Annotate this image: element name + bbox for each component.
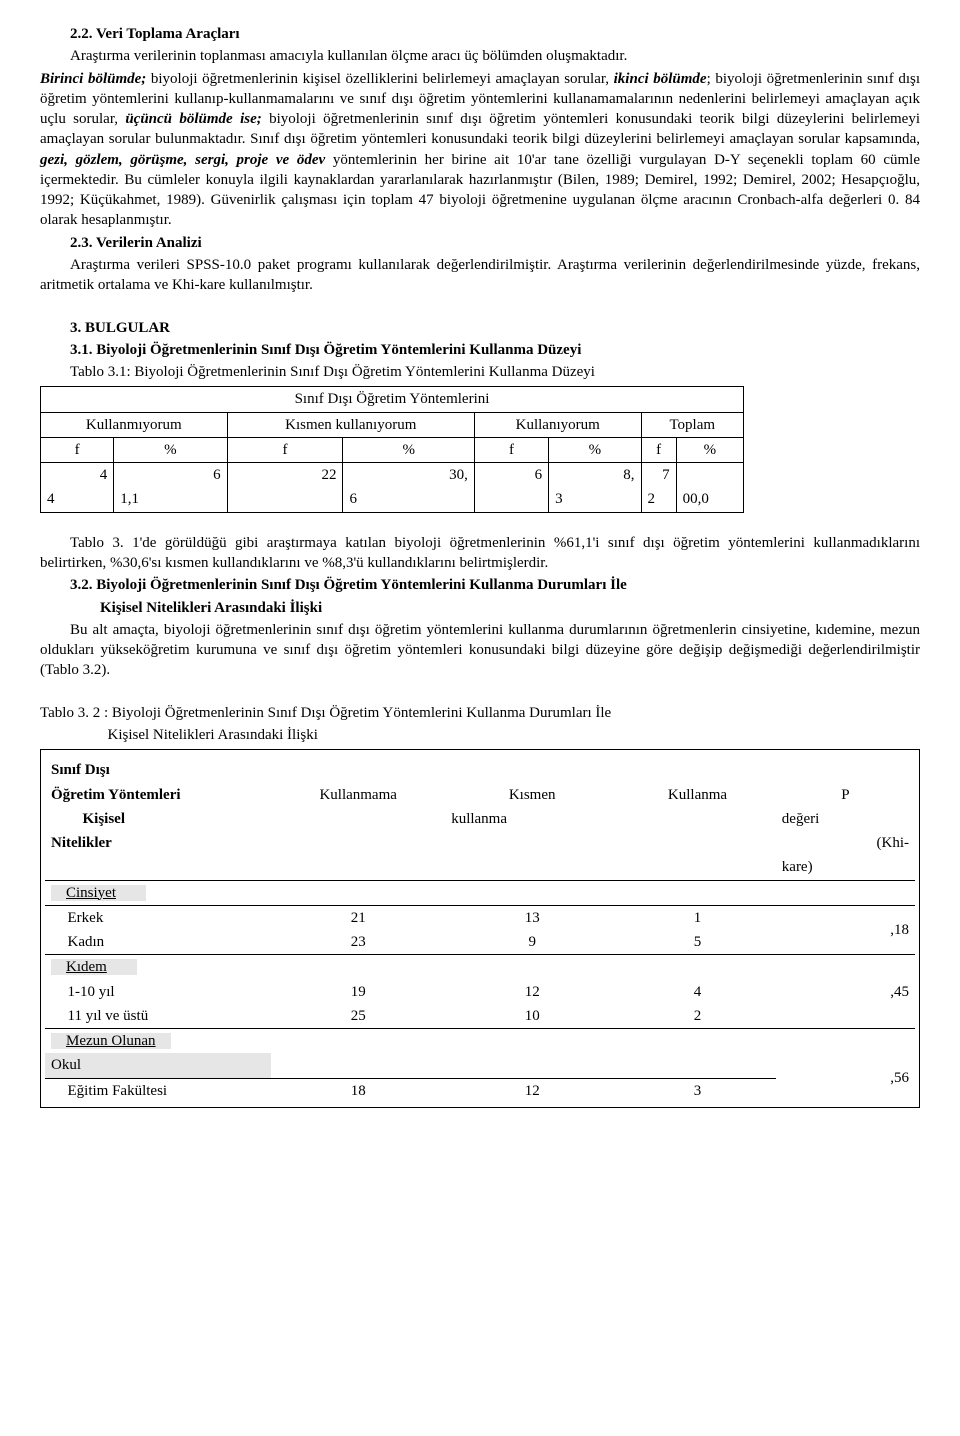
t32-cell: 1 xyxy=(619,905,776,930)
t32-cell: 10 xyxy=(445,1004,619,1029)
t32-cell: 18 xyxy=(271,1078,445,1103)
t32-row-erkek: Erkek xyxy=(45,905,271,930)
t32-col-kismen-b: kullanma xyxy=(445,807,619,831)
t31-cell: 2 xyxy=(641,487,676,512)
t32-h3: Kişisel xyxy=(45,807,271,831)
t31-cell: 6 xyxy=(474,463,548,488)
t31-cell: 3 xyxy=(549,487,641,512)
t31-sub-f: f xyxy=(227,437,343,462)
t32-cell: 12 xyxy=(445,980,619,1004)
t31-sub-f: f xyxy=(474,437,548,462)
t32-cell: 21 xyxy=(271,905,445,930)
t32-cell: 25 xyxy=(271,1004,445,1029)
t32-h2: Öğretim Yöntemleri xyxy=(45,783,271,807)
t32-cell: 13 xyxy=(445,905,619,930)
t32-p-okul: ,56 xyxy=(776,1053,915,1103)
sec3-title: 3. BULGULAR xyxy=(70,320,170,336)
t32-cell: 2 xyxy=(619,1004,776,1029)
t31-cell xyxy=(474,487,548,512)
t31-sub-f: f xyxy=(41,437,114,462)
t31-sub-f: f xyxy=(641,437,676,462)
t32-h1: Sınıf Dışı xyxy=(45,758,271,782)
t32-cell: 5 xyxy=(619,930,776,955)
t31-cell: 4 xyxy=(41,463,114,488)
p2-yontemler: gezi, gözlem, görüşme, sergi, proje ve ö… xyxy=(40,152,325,168)
t31-cell: 30, xyxy=(343,463,474,488)
t31-col-toplam: Toplam xyxy=(641,412,744,437)
sec32-title-a: 3.2. Biyoloji Öğretmenlerinin Sınıf Dışı… xyxy=(70,577,627,593)
t31-sub-pct: % xyxy=(549,437,641,462)
t32-cell: 12 xyxy=(445,1078,619,1103)
tab32-caption-a: Tablo 3. 2 : Biyoloji Öğretmenlerinin Sı… xyxy=(40,703,920,723)
t32-cell: 3 xyxy=(619,1078,776,1103)
t32-row-okul: Okul xyxy=(45,1053,271,1078)
t32-row-cinsiyet: Cinsiyet xyxy=(45,880,271,905)
t32-col-kullanma: Kullanma xyxy=(619,783,776,807)
t31-sub-pct: % xyxy=(676,437,743,462)
t32-cell: 23 xyxy=(271,930,445,955)
p5: Bu alt amaçta, biyoloji öğretmenlerinin … xyxy=(40,620,920,681)
t32-cell: 9 xyxy=(445,930,619,955)
t32-row-egitim-fak: Eğitim Fakültesi xyxy=(45,1078,271,1103)
t31-superheader: Sınıf Dışı Öğretim Yöntemlerini xyxy=(41,387,744,412)
t31-col-kullanmiyorum: Kullanmıyorum xyxy=(41,412,228,437)
p2-ikinci: ikinci bölümde xyxy=(614,71,707,87)
p2-ucuncu: üçüncü bölümde ise; xyxy=(125,111,261,127)
t32-row-11plus: 11 yıl ve üstü xyxy=(45,1004,271,1029)
t31-cell: 6 xyxy=(343,487,474,512)
t32-row-mezun: Mezun Olunan xyxy=(45,1029,271,1054)
t32-p-cinsiyet: ,18 xyxy=(776,905,915,955)
table-3-2: Sınıf Dışı Öğretim Yöntemleri Kullanmama… xyxy=(40,749,920,1108)
t32-p-kidem: ,45 xyxy=(776,955,915,1029)
sec23-title: 2.3. Verilerin Analizi xyxy=(70,235,202,251)
t32-col-p-d: kare) xyxy=(776,855,915,880)
t31-cell: 00,0 xyxy=(676,487,743,512)
t31-sub-pct: % xyxy=(343,437,474,462)
t31-cell: 8, xyxy=(549,463,641,488)
t32-col-kullanmama: Kullanmama xyxy=(271,783,445,807)
t31-col-kullaniyorum: Kullanıyorum xyxy=(474,412,641,437)
sec32-title-b: Kişisel Nitelikleri Arasındaki İlişki xyxy=(100,600,322,616)
t32-cell: 4 xyxy=(619,980,776,1004)
t31-cell xyxy=(676,463,743,488)
table-3-1: Sınıf Dışı Öğretim Yöntemlerini Kullanmı… xyxy=(40,386,744,512)
sec22-title: 2.2. Veri Toplama Araçları xyxy=(70,26,240,42)
p4: Tablo 3. 1'de görüldüğü gibi araştırmaya… xyxy=(40,533,920,574)
t31-cell: 1,1 xyxy=(114,487,227,512)
t32-row-kidem: Kıdem xyxy=(45,955,271,980)
t32-h4: Nitelikler xyxy=(45,831,271,855)
t31-cell: 4 xyxy=(41,487,114,512)
t32-col-p-b: değeri xyxy=(776,807,915,831)
t32-cell: 19 xyxy=(271,980,445,1004)
p2: Birinci bölümde; biyoloji öğretmenlerini… xyxy=(40,69,920,231)
p2-birinci: Birinci bölümde; xyxy=(40,71,146,87)
t31-cell xyxy=(227,487,343,512)
t32-col-kismen: Kısmen xyxy=(445,783,619,807)
t31-sub-pct: % xyxy=(114,437,227,462)
t32-row-kadin: Kadın xyxy=(45,930,271,955)
tab31-caption: Tablo 3.1: Biyoloji Öğretmenlerinin Sını… xyxy=(70,362,920,382)
p3: Araştırma verileri SPSS-10.0 paket progr… xyxy=(40,255,920,296)
t31-cell: 22 xyxy=(227,463,343,488)
p1: Araştırma verilerinin toplanması amacıyl… xyxy=(40,46,920,66)
t31-cell: 6 xyxy=(114,463,227,488)
t31-cell: 7 xyxy=(641,463,676,488)
tab32-caption-b: Kişisel Nitelikleri Arasındaki İlişki xyxy=(108,725,921,745)
t32-col-p-c: (Khi- xyxy=(776,831,915,855)
t32-col-p: P xyxy=(776,783,915,807)
sec31-title: 3.1. Biyoloji Öğretmenlerinin Sınıf Dışı… xyxy=(70,342,581,358)
t32-row-1-10: 1-10 yıl xyxy=(45,980,271,1004)
t31-col-kismen: Kısmen kullanıyorum xyxy=(227,412,474,437)
